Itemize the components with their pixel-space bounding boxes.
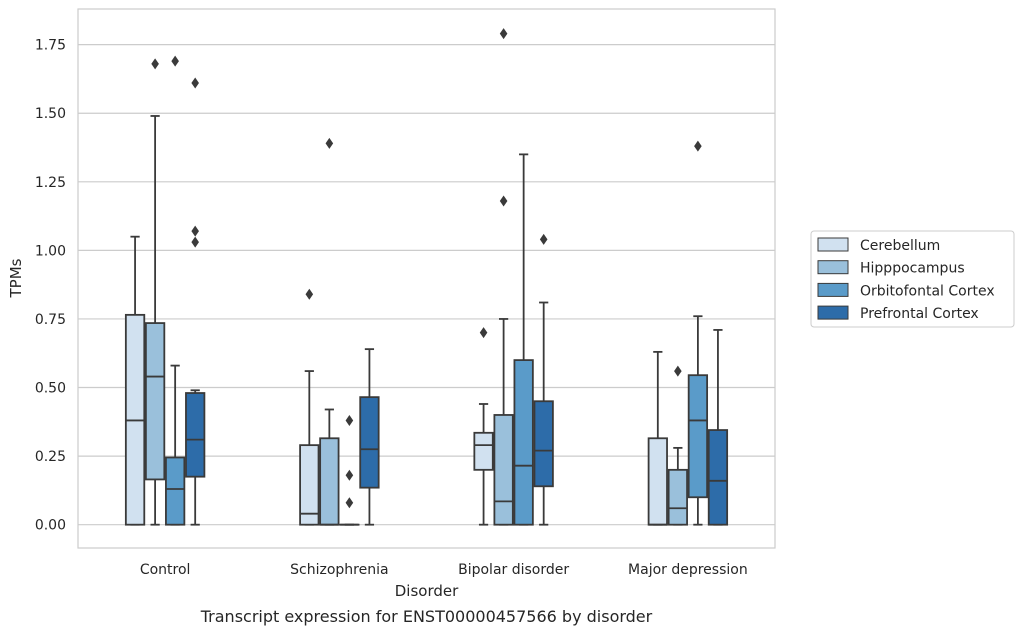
outlier-point: [191, 225, 199, 237]
outlier-point: [499, 28, 508, 40]
y-axis-ticks: 0.00 0.25 0.50 0.75 1.00 1.25 1.50 1.75: [35, 38, 66, 534]
outlier-point: [345, 414, 354, 426]
outlier-point: [171, 55, 179, 67]
legend-frame: [810, 230, 1015, 328]
box-group: [647, 140, 729, 526]
legend-swatch: [817, 305, 849, 320]
box-group: [473, 28, 554, 526]
box: [493, 414, 514, 526]
box: [513, 359, 534, 526]
chart-caption: Transcript expression for ENST0000045756…: [200, 607, 653, 626]
box: [647, 437, 668, 526]
box: [687, 374, 709, 499]
legend-swatch: [817, 237, 849, 252]
outlier-point: [191, 236, 199, 248]
outlier-point: [325, 137, 334, 149]
outlier-point: [694, 140, 702, 152]
box: [667, 468, 688, 526]
y-tick-label: 1.50: [35, 106, 66, 122]
box-groups: [124, 28, 729, 526]
y-tick-label: 0.00: [35, 518, 66, 534]
x-tick-label: Major depression: [628, 562, 748, 578]
box: [359, 396, 380, 489]
box: [165, 456, 186, 526]
y-tick-label: 0.50: [35, 381, 66, 397]
outlier-point: [345, 497, 354, 509]
box: [707, 429, 729, 526]
outlier-point: [345, 469, 354, 481]
x-tick-label: Schizophrenia: [290, 562, 388, 578]
y-tick-label: 0.25: [35, 449, 66, 465]
y-axis-label: TPMs: [7, 258, 25, 298]
outlier-point: [305, 288, 314, 300]
legend-label: Prefrontal Cortex: [860, 306, 979, 322]
gridlines: [78, 44, 775, 526]
box: [319, 437, 340, 526]
x-tick-label: Control: [140, 562, 191, 578]
box: [144, 322, 166, 481]
box-group: [124, 55, 206, 526]
box-group: [299, 137, 380, 526]
legend-label: Cerebellum: [860, 238, 940, 254]
x-axis-ticks: Control Schizophrenia Bipolar disorder Majo…: [140, 562, 748, 578]
outlier-point: [479, 327, 488, 339]
x-axis-label: Disorder: [395, 582, 459, 600]
legend-label: Hipppocampus: [860, 261, 965, 277]
outlier-point: [151, 58, 159, 70]
box: [533, 400, 554, 488]
x-tick-label: Bipolar disorder: [458, 562, 569, 578]
legend-swatch: [817, 260, 849, 275]
box: [185, 392, 206, 478]
outlier-point: [674, 365, 682, 377]
y-tick-label: 1.75: [35, 38, 66, 54]
outlier-point: [191, 77, 199, 89]
y-tick-label: 1.00: [35, 243, 66, 259]
box: [473, 431, 494, 471]
outlier-point: [539, 233, 548, 245]
legend-swatch: [817, 282, 849, 297]
plot-area-frame: [77, 8, 776, 549]
y-tick-label: 1.25: [35, 175, 66, 191]
legend: Cerebellum Hipppocampus Orbitofontal Corte…: [810, 230, 1015, 328]
box: [299, 444, 320, 526]
legend-label: Orbitofontal Cortex: [860, 283, 995, 299]
outlier-point: [499, 195, 508, 207]
y-tick-label: 0.75: [35, 312, 66, 328]
